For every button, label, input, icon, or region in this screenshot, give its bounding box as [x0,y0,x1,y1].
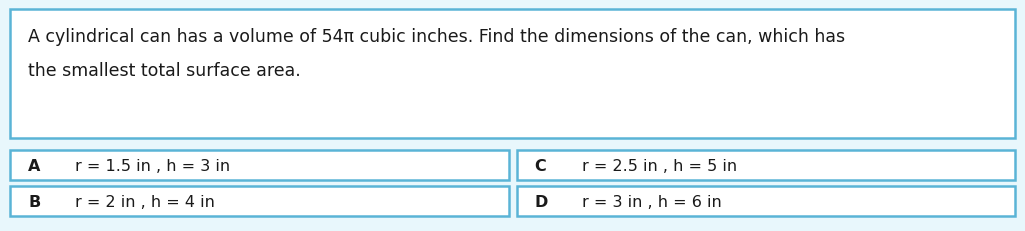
Text: D: D [534,194,548,209]
Text: r = 3 in , h = 6 in: r = 3 in , h = 6 in [581,194,722,209]
Text: r = 1.5 in , h = 3 in: r = 1.5 in , h = 3 in [75,158,231,173]
FancyBboxPatch shape [10,151,508,180]
Text: C: C [534,158,546,173]
FancyBboxPatch shape [517,186,1015,216]
Text: B: B [28,194,40,209]
FancyBboxPatch shape [517,151,1015,180]
Text: r = 2.5 in , h = 5 in: r = 2.5 in , h = 5 in [581,158,737,173]
FancyBboxPatch shape [10,186,508,216]
Text: A: A [28,158,40,173]
Text: A cylindrical can has a volume of 54π cubic inches. Find the dimensions of the c: A cylindrical can has a volume of 54π cu… [28,28,846,46]
Text: r = 2 in , h = 4 in: r = 2 in , h = 4 in [75,194,215,209]
Text: the smallest total surface area.: the smallest total surface area. [28,62,300,80]
FancyBboxPatch shape [10,10,1015,139]
